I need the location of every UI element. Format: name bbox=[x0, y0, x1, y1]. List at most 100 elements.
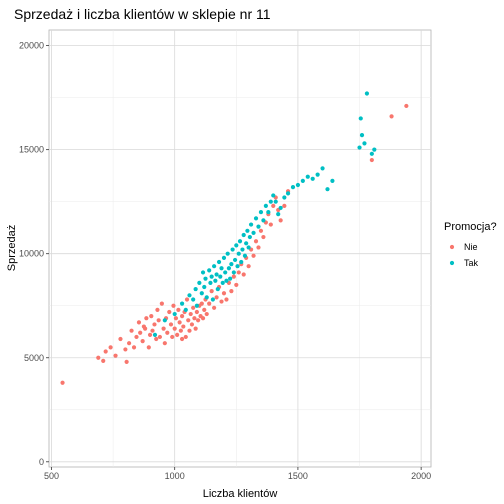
point-nie bbox=[147, 332, 153, 337]
point-tak bbox=[162, 318, 167, 323]
legend-label-nie: Nie bbox=[464, 242, 478, 252]
point-tak bbox=[214, 272, 219, 277]
point-nie bbox=[231, 274, 236, 279]
point-nie bbox=[178, 328, 183, 333]
point-tak bbox=[372, 147, 377, 152]
point-tak bbox=[210, 297, 215, 302]
point-nie bbox=[186, 318, 191, 323]
point-tak bbox=[204, 295, 209, 300]
y-tick-label: 5000 bbox=[24, 353, 44, 363]
point-nie bbox=[118, 336, 123, 342]
point-nie bbox=[171, 303, 176, 308]
point-tak bbox=[253, 216, 259, 221]
point-nie bbox=[219, 299, 224, 304]
point-tak bbox=[285, 191, 291, 196]
point-nie bbox=[176, 307, 181, 312]
point-tak bbox=[237, 239, 243, 244]
point-nie bbox=[127, 341, 132, 346]
point-tak bbox=[194, 303, 199, 308]
x-tick-label: 1500 bbox=[288, 471, 308, 481]
point-tak bbox=[256, 224, 261, 229]
point-tak bbox=[219, 266, 224, 271]
point-tak bbox=[266, 209, 271, 215]
point-nie bbox=[224, 297, 229, 302]
point-tak bbox=[236, 251, 241, 256]
point-nie bbox=[369, 157, 374, 163]
point-tak bbox=[229, 262, 234, 267]
point-tak bbox=[268, 199, 273, 204]
point-tak bbox=[263, 203, 268, 208]
point-nie bbox=[170, 334, 175, 340]
point-nie bbox=[124, 359, 129, 365]
point-tak bbox=[315, 172, 320, 177]
point-tak bbox=[223, 270, 228, 275]
point-nie bbox=[268, 222, 273, 227]
point-tak bbox=[209, 274, 214, 279]
point-nie bbox=[188, 311, 193, 317]
point-tak bbox=[234, 243, 239, 248]
point-tak bbox=[310, 176, 315, 181]
point-nie bbox=[256, 245, 261, 250]
y-tick-label: 10000 bbox=[19, 249, 44, 259]
point-nie bbox=[129, 328, 134, 333]
point-nie bbox=[156, 318, 161, 323]
legend-label-tak: Tak bbox=[464, 258, 479, 268]
point-nie bbox=[200, 316, 206, 321]
point-tak bbox=[216, 259, 222, 265]
point-nie bbox=[140, 339, 145, 344]
point-nie bbox=[282, 203, 287, 208]
point-nie bbox=[229, 289, 234, 294]
point-tak bbox=[221, 255, 227, 260]
point-tak bbox=[245, 228, 250, 233]
point-nie bbox=[221, 291, 227, 296]
point-tak bbox=[295, 182, 301, 188]
point-nie bbox=[404, 103, 409, 109]
point-nie bbox=[183, 334, 188, 340]
point-tak bbox=[273, 199, 278, 204]
point-tak bbox=[362, 141, 367, 146]
point-nie bbox=[136, 320, 142, 325]
point-nie bbox=[253, 239, 259, 244]
point-nie bbox=[192, 316, 197, 321]
point-nie bbox=[144, 316, 149, 321]
point-nie bbox=[155, 307, 160, 312]
point-tak bbox=[369, 151, 374, 156]
point-nie bbox=[207, 301, 212, 306]
point-nie bbox=[103, 349, 108, 354]
point-nie bbox=[134, 334, 139, 340]
point-tak bbox=[325, 187, 330, 192]
point-tak bbox=[220, 280, 225, 285]
point-nie bbox=[278, 218, 283, 223]
point-nie bbox=[113, 353, 118, 358]
point-nie bbox=[165, 330, 170, 335]
point-nie bbox=[152, 322, 157, 327]
point-tak bbox=[248, 222, 254, 227]
point-tak bbox=[247, 234, 252, 240]
point-nie bbox=[162, 341, 167, 346]
point-nie bbox=[138, 330, 143, 335]
point-nie bbox=[389, 114, 394, 119]
point-nie bbox=[159, 301, 164, 306]
minor-gridlines bbox=[49, 30, 431, 467]
point-tak bbox=[246, 245, 251, 250]
point-tak bbox=[179, 301, 185, 306]
point-tak bbox=[330, 178, 335, 183]
point-nie bbox=[131, 345, 137, 350]
point-tak bbox=[235, 264, 240, 269]
point-nie bbox=[175, 332, 180, 337]
legend: Promocja? Nie Tak bbox=[444, 221, 497, 268]
point-tak bbox=[232, 257, 238, 263]
point-nie bbox=[168, 322, 174, 327]
point-tak bbox=[242, 253, 248, 258]
x-tick-label: 500 bbox=[44, 471, 59, 481]
point-tak bbox=[320, 166, 325, 171]
point-nie bbox=[194, 309, 199, 315]
chart-title: Sprzedaż i liczba klientów w sklepie nr … bbox=[14, 6, 271, 22]
point-nie bbox=[189, 322, 195, 327]
point-nie bbox=[258, 228, 264, 233]
point-nie bbox=[246, 264, 251, 269]
point-tak bbox=[152, 332, 158, 337]
point-tak bbox=[218, 274, 223, 279]
